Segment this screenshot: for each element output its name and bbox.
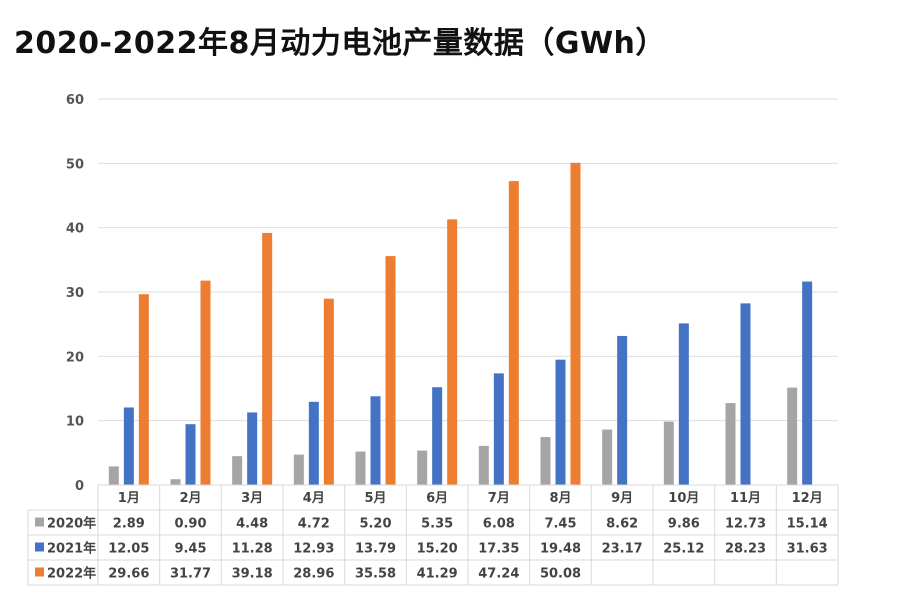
data-table-value: 4.72 xyxy=(298,517,330,532)
data-table-value: 5.35 xyxy=(421,517,453,532)
data-table-value: 39.18 xyxy=(232,567,273,582)
data-table-value: 9.86 xyxy=(668,517,700,532)
category-label: 10月 xyxy=(668,491,699,506)
bar-2022年-1月 xyxy=(138,294,149,485)
bar-2020年-9月 xyxy=(602,429,613,485)
data-table-value: 5.20 xyxy=(359,517,391,532)
category-label: 3月 xyxy=(241,491,263,506)
bar-2020年-6月 xyxy=(417,450,428,485)
data-table-value: 2.89 xyxy=(113,517,145,532)
legend-key-2022年 xyxy=(35,567,44,577)
data-table-value: 31.77 xyxy=(170,567,211,582)
bar-2021年-6月 xyxy=(432,387,443,485)
bar-2021年-10月 xyxy=(678,323,689,485)
bar-2020年-10月 xyxy=(663,421,674,485)
category-label: 9月 xyxy=(611,491,633,506)
bar-2020年-7月 xyxy=(478,445,489,485)
bar-2021年-3月 xyxy=(247,412,258,485)
category-label: 5月 xyxy=(364,491,386,506)
bar-2021年-2月 xyxy=(185,424,196,485)
category-label: 2月 xyxy=(179,491,201,506)
data-table-value: 6.08 xyxy=(483,517,515,532)
category-label: 11月 xyxy=(730,491,761,506)
bar-2020年-11月 xyxy=(725,403,736,485)
category-label: 12月 xyxy=(792,491,823,506)
bar-2021年-5月 xyxy=(370,396,381,485)
bar-2022年-2月 xyxy=(200,280,211,485)
bar-2022年-7月 xyxy=(508,181,519,485)
bar-2020年-4月 xyxy=(293,454,304,485)
legend-key-2021年 xyxy=(35,542,44,552)
data-table-value: 0.90 xyxy=(174,517,206,532)
category-label: 6月 xyxy=(426,491,448,506)
data-table-value: 8.62 xyxy=(606,517,638,532)
data-table-value: 17.35 xyxy=(478,542,519,557)
category-label: 1月 xyxy=(118,491,140,506)
data-table-value: 25.12 xyxy=(663,542,704,557)
data-table-value: 12.05 xyxy=(108,542,149,557)
bar-2021年-12月 xyxy=(802,281,813,485)
data-table-value: 31.63 xyxy=(787,542,828,557)
data-table-value: 9.45 xyxy=(174,542,206,557)
data-table-value: 13.79 xyxy=(355,542,396,557)
data-table-value: 47.24 xyxy=(478,567,519,582)
bar-2020年-5月 xyxy=(355,451,366,485)
y-tick-label: 50 xyxy=(66,157,84,172)
legend-label: 2022年 xyxy=(47,566,96,582)
data-table-value: 7.45 xyxy=(544,517,576,532)
bar-2020年-1月 xyxy=(108,466,119,485)
bar-2021年-7月 xyxy=(493,373,504,485)
data-table-value: 35.58 xyxy=(355,567,396,582)
category-label: 4月 xyxy=(303,491,325,506)
legend-label: 2021年 xyxy=(47,541,96,557)
data-table-value: 12.93 xyxy=(293,542,334,557)
bar-2022年-8月 xyxy=(570,162,581,485)
bar-2022年-3月 xyxy=(262,232,273,485)
data-table-value: 15.20 xyxy=(417,542,458,557)
y-tick-label: 20 xyxy=(66,350,84,365)
data-table-value: 23.17 xyxy=(602,542,643,557)
bar-2021年-9月 xyxy=(617,335,628,485)
data-table-value: 11.28 xyxy=(232,542,273,557)
data-table-value: 41.29 xyxy=(417,567,458,582)
data-table-value: 12.73 xyxy=(725,517,766,532)
legend-label: 2020年 xyxy=(47,516,96,532)
bar-2021年-11月 xyxy=(740,303,751,485)
legend-key-2020年 xyxy=(35,517,44,527)
data-table-value: 15.14 xyxy=(787,517,828,532)
bar-2021年-8月 xyxy=(555,359,566,485)
bar-2020年-2月 xyxy=(170,479,181,485)
bar-2021年-4月 xyxy=(308,401,319,485)
data-table-value: 19.48 xyxy=(540,542,581,557)
data-table-value: 28.23 xyxy=(725,542,766,557)
y-tick-label: 30 xyxy=(66,286,84,301)
y-tick-label: 40 xyxy=(66,222,84,237)
category-label: 8月 xyxy=(549,491,571,506)
data-table-value: 50.08 xyxy=(540,567,581,582)
bar-2022年-5月 xyxy=(385,256,396,485)
bar-2022年-6月 xyxy=(447,219,458,485)
bar-2022年-4月 xyxy=(323,298,334,485)
bar-2021年-1月 xyxy=(123,407,134,485)
chart-title: 2020-2022年8月动力电池产量数据（GWh） xyxy=(14,26,666,61)
data-table-value: 4.48 xyxy=(236,517,268,532)
y-tick-label: 0 xyxy=(75,479,84,494)
bar-2020年-8月 xyxy=(540,437,551,485)
y-tick-label: 60 xyxy=(66,93,84,108)
data-table-value: 28.96 xyxy=(293,567,334,582)
bar-2020年-12月 xyxy=(787,387,798,485)
y-tick-label: 10 xyxy=(66,415,84,430)
category-label: 7月 xyxy=(488,491,510,506)
bar-2020年-3月 xyxy=(232,456,243,485)
data-table-value: 29.66 xyxy=(108,567,149,582)
